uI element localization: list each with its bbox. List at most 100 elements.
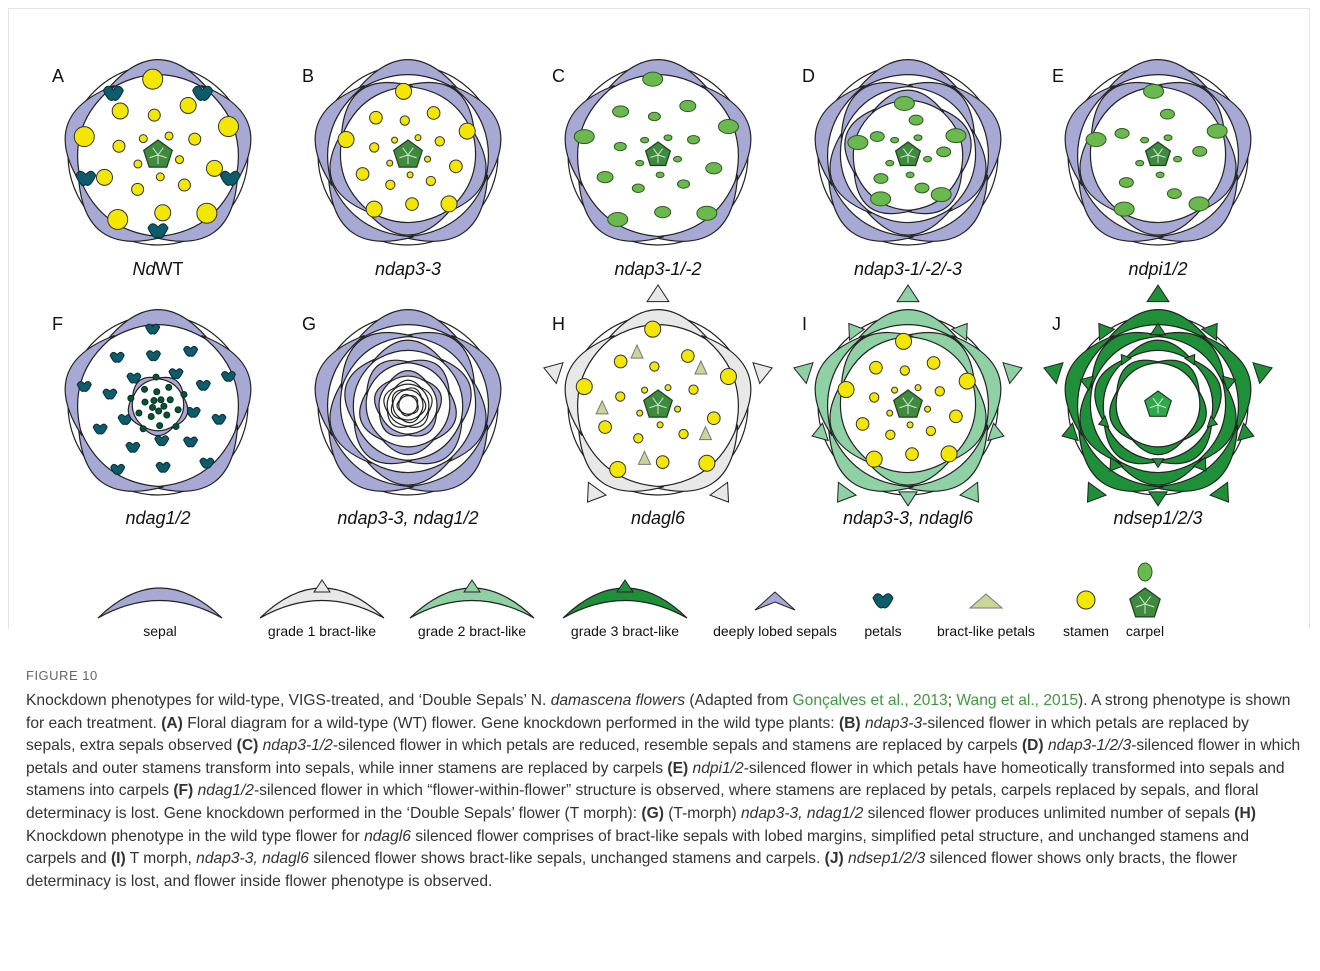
panel-label-part: ndap3-1/-2/-3 <box>854 259 962 279</box>
carpel-organ <box>1207 124 1227 138</box>
inner-organ <box>153 374 159 380</box>
inner-organ <box>161 403 167 409</box>
bract-tip <box>794 363 813 384</box>
stamen <box>675 406 681 412</box>
stamen <box>155 205 171 221</box>
stamen <box>112 103 128 119</box>
panel-label: ndap3-3 <box>375 259 441 279</box>
carpel-organ <box>848 135 868 149</box>
inner-organ <box>136 410 142 416</box>
legend-label: grade 1 bract-like <box>268 623 376 639</box>
carpel-organ <box>1156 172 1164 178</box>
carpel-organ <box>909 115 923 125</box>
carpel-organ <box>613 106 629 117</box>
stamen <box>599 421 612 434</box>
stamen <box>74 127 94 147</box>
carpel-organ <box>931 188 951 202</box>
stamen <box>959 373 975 389</box>
stamen <box>165 132 173 140</box>
caption-run: -silenced flower in which petals are red… <box>333 737 1022 754</box>
carpel-organ <box>1174 156 1182 162</box>
stamen <box>896 333 912 349</box>
caption-run[interactable]: Gonçalves et al., 2013 <box>793 692 948 709</box>
carpel-organ <box>1193 146 1207 156</box>
figure-label: FIGURE 10 <box>26 668 98 683</box>
carpel-organ <box>1164 135 1172 141</box>
stamen <box>925 406 931 412</box>
stamen <box>148 109 160 121</box>
legend-icon <box>970 594 1002 608</box>
stamen <box>366 201 382 217</box>
panel-letter: G <box>302 314 316 334</box>
panel-label: ndap3-3, ndagl6 <box>843 508 974 528</box>
panel-label-part: ndpi1/2 <box>1128 259 1187 279</box>
carpel-organ <box>632 184 644 192</box>
carpel-organ <box>874 174 888 184</box>
carpel-organ <box>1167 189 1181 199</box>
inner-organ <box>128 395 134 401</box>
carpel-organ <box>1160 109 1174 119</box>
stamen <box>887 410 893 416</box>
bract-tip <box>838 482 857 502</box>
stamen <box>392 137 398 143</box>
stamen <box>406 198 419 211</box>
panel-letter: B <box>302 66 314 86</box>
panel-label-part: ndap3-3, ndag1/2 <box>337 508 478 528</box>
panel-letter: H <box>552 314 565 334</box>
bract-tip <box>1253 363 1272 384</box>
carpel-organ <box>1144 84 1164 98</box>
stamen <box>906 448 919 461</box>
panel-letter: E <box>1052 66 1064 86</box>
panel-label: NdWT <box>133 259 184 279</box>
caption-run[interactable]: Wang et al., 2015 <box>956 692 1078 709</box>
bract-tip <box>960 482 979 502</box>
carpel-organ <box>574 130 594 144</box>
panel-label-part: ndagl6 <box>631 508 686 528</box>
stamen <box>576 379 592 395</box>
stamen <box>950 410 963 423</box>
carpel-organ <box>1114 202 1134 216</box>
bract-tip <box>899 492 917 506</box>
caption-run: (E) <box>667 760 692 777</box>
carpel-organ <box>718 120 738 134</box>
stamen <box>415 135 421 141</box>
carpel-organ <box>678 180 690 188</box>
carpel-organ <box>1141 137 1149 143</box>
stamen <box>665 385 671 391</box>
stamen <box>156 173 164 181</box>
caption-run: (Adapted from <box>685 692 792 709</box>
stamen <box>720 369 736 385</box>
bract-tip <box>1044 363 1063 384</box>
carpel-organ <box>886 160 894 166</box>
stamen <box>197 203 217 223</box>
carpel-organ <box>915 183 929 193</box>
panel-label-part: ndap3-3 <box>375 259 441 279</box>
carpel-organ <box>643 72 663 86</box>
stamen <box>1077 591 1095 609</box>
stamen <box>426 176 435 185</box>
stamen <box>113 140 125 152</box>
stamen <box>96 169 112 185</box>
stamen <box>656 456 669 469</box>
caption-run: T morph, <box>126 850 197 867</box>
panel-letter: I <box>802 314 807 334</box>
page: ANdWTBndap3-3Cndap3-1/-2Dndap3-1/-2/-3En… <box>0 0 1320 971</box>
stamen <box>435 137 444 146</box>
panel-label-part: ndsep1/2/3 <box>1113 508 1202 528</box>
caption-run: ndap3-1/2 <box>263 737 333 754</box>
stamen <box>356 168 369 181</box>
panel-label: ndap3-1/-2 <box>614 259 701 279</box>
stamen <box>427 107 440 120</box>
panel-letter: J <box>1052 314 1061 334</box>
stamen <box>139 135 147 143</box>
stamen <box>681 350 694 363</box>
panel-letter: A <box>52 66 64 86</box>
stamen <box>634 434 643 443</box>
stamen <box>370 111 383 124</box>
bract-tip <box>1088 482 1107 502</box>
legend-label: stamen <box>1063 623 1109 639</box>
panel-label-part: Nd <box>133 259 157 279</box>
carpel-organ <box>597 171 613 182</box>
petal <box>873 594 893 608</box>
carpel-organ <box>1136 160 1144 166</box>
